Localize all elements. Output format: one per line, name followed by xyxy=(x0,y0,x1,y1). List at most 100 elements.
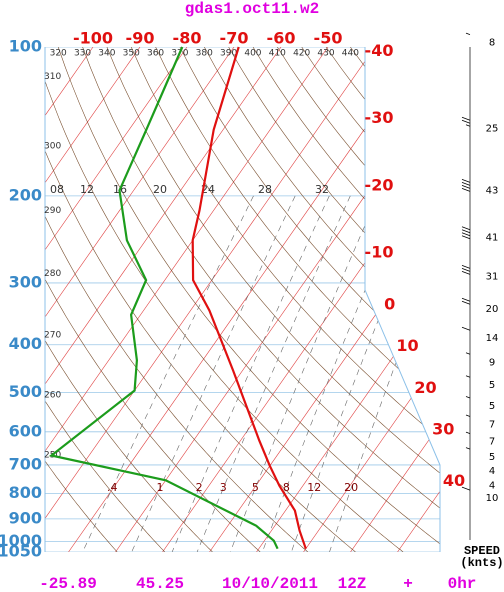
adiabat-label: 390 xyxy=(220,49,237,59)
barb-half xyxy=(465,352,471,355)
temperature-label: -60 xyxy=(267,29,296,48)
temperature-label: -70 xyxy=(220,29,249,48)
wind-speed: 7 xyxy=(489,437,495,448)
adiabat-label: 290 xyxy=(44,206,61,216)
isotherm xyxy=(68,47,423,552)
dewpoint-profile xyxy=(48,46,279,550)
mixing-ratio-line xyxy=(262,195,405,552)
mixing-ratio-label: 1 xyxy=(156,481,163,494)
isotherm xyxy=(45,47,188,552)
barb-half xyxy=(465,396,471,399)
isotherm xyxy=(45,47,376,552)
footer-forecast: 0hr xyxy=(448,575,477,592)
isotherm xyxy=(162,47,440,552)
wind-barb xyxy=(465,396,471,399)
plot-boundary xyxy=(364,47,441,552)
adiabat-label: 340 xyxy=(98,49,115,59)
pressure-label: 600 xyxy=(9,421,42,440)
adiabat-label: 320 xyxy=(50,49,67,59)
adiabat-label: 350 xyxy=(123,49,140,59)
barb-full xyxy=(461,179,471,183)
upper-label: 08 xyxy=(50,183,64,196)
adiabat-label: 300 xyxy=(44,141,61,151)
wind-speed: 8 xyxy=(489,38,495,49)
wind-speed: 7 xyxy=(489,420,495,431)
mixing-ratio-label: 20 xyxy=(344,481,358,494)
wind-barb xyxy=(461,179,471,192)
wind-speed: 41 xyxy=(486,233,499,244)
wind-speed: 31 xyxy=(486,271,499,282)
barb-full xyxy=(461,486,471,491)
wind-barb xyxy=(461,297,471,305)
dry-adiabat xyxy=(45,47,213,552)
mixing-ratio-line xyxy=(196,195,351,552)
wind-barb xyxy=(465,447,471,450)
dry-adiabat xyxy=(301,47,440,552)
barb-half xyxy=(465,32,471,36)
barb-half xyxy=(465,431,471,434)
temperature-label: -30 xyxy=(365,108,394,127)
dry-adiabat xyxy=(45,47,166,552)
wind-barb xyxy=(461,486,471,491)
barb-full xyxy=(461,271,471,275)
dry-adiabat xyxy=(204,47,440,552)
pressure-label: 300 xyxy=(9,272,42,291)
adiabat-label: 310 xyxy=(44,72,61,82)
footer-lon: 45.25 xyxy=(136,575,184,592)
temperature-label: -100 xyxy=(73,29,113,48)
wind-speed: 5 xyxy=(489,401,495,412)
mixing-ratio-label: 2 xyxy=(196,481,203,494)
wind-speed: 43 xyxy=(486,185,499,196)
adiabat-label: 280 xyxy=(44,269,61,279)
pressure-label: 700 xyxy=(9,454,42,473)
wind-barb xyxy=(461,265,471,275)
wind-speed: 25 xyxy=(486,123,499,134)
footer-date: 10/10/2011 xyxy=(222,575,318,592)
footer-plus: + xyxy=(403,575,413,592)
barb-full xyxy=(461,229,471,234)
mixing-ratio-label: .4 xyxy=(107,481,118,494)
temperature-label: 0 xyxy=(384,295,395,314)
temperature-label: 30 xyxy=(432,420,454,439)
upper-label: 32 xyxy=(315,183,329,196)
barb-full xyxy=(461,232,471,237)
wind-barb xyxy=(461,326,471,331)
wind-speed: 10 xyxy=(486,493,499,504)
adiabat-label: 330 xyxy=(74,49,91,59)
temperature-label: -10 xyxy=(365,243,394,262)
pressure-label: 1000 xyxy=(0,531,42,550)
wind-label: SPEED xyxy=(464,544,500,558)
dry-adiabat xyxy=(155,47,440,552)
wind-barb xyxy=(461,226,471,240)
barb-half xyxy=(465,375,471,378)
wind-barb xyxy=(461,116,471,127)
barb-full xyxy=(461,265,471,269)
mixing-ratio-line xyxy=(291,195,429,552)
barb-full xyxy=(461,185,471,189)
mixing-ratio-line xyxy=(131,195,296,552)
pressure-label: 900 xyxy=(9,508,42,527)
pressure-label: 500 xyxy=(9,382,42,401)
temperature-label: -20 xyxy=(365,176,394,195)
wind-barb xyxy=(465,352,471,355)
adiabat-label: 400 xyxy=(244,49,261,59)
dry-adiabat xyxy=(45,47,261,552)
barb-full xyxy=(461,300,471,305)
mixing-ratio-line xyxy=(171,195,330,552)
isotherm xyxy=(45,47,235,552)
wind-barb xyxy=(465,431,471,434)
adiabat-label: 410 xyxy=(269,49,286,59)
wind-speed: 5 xyxy=(489,452,495,463)
adiabat-label: 360 xyxy=(147,49,164,59)
temperature-label: 20 xyxy=(414,378,436,397)
dry-adiabat xyxy=(179,47,440,552)
pressure-label: 800 xyxy=(9,483,42,502)
wind-speed: 9 xyxy=(489,357,495,368)
mixing-ratio-line xyxy=(82,195,254,552)
mixing-ratio-label: 12 xyxy=(307,481,321,494)
temperature-label: -50 xyxy=(314,29,343,48)
pressure-label: 200 xyxy=(9,185,42,204)
barb-full xyxy=(461,268,471,272)
barb-full xyxy=(461,116,471,121)
